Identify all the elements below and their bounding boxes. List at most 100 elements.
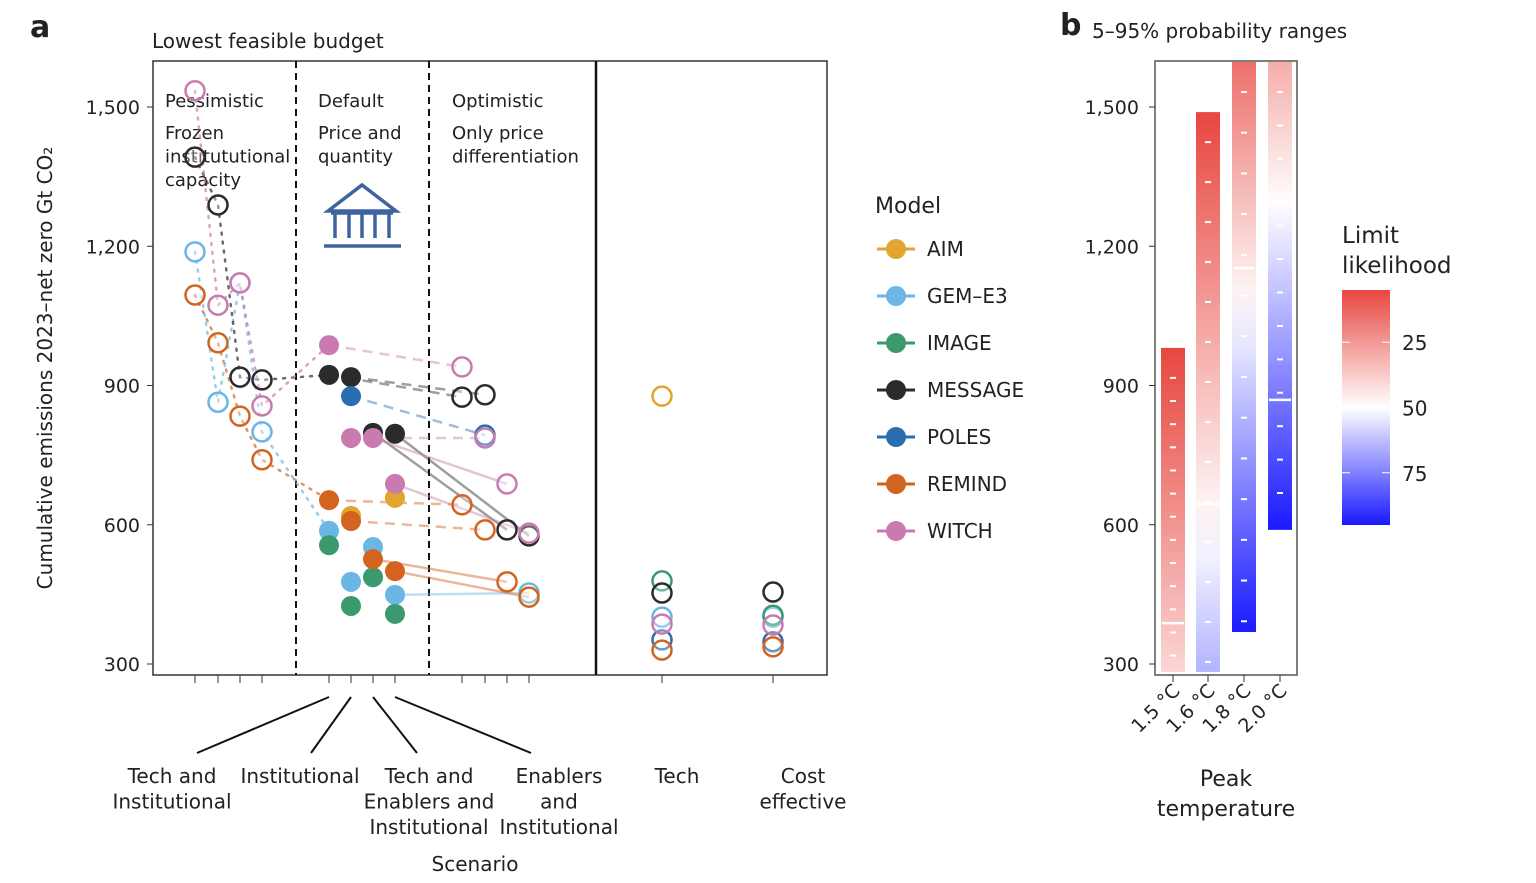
y-tick-label: 600 xyxy=(1103,515,1139,537)
point-pessimistic-GEM–E3 xyxy=(207,391,229,413)
group-subtitle: Price and xyxy=(318,123,402,144)
point-pessimistic-MESSAGE xyxy=(251,369,273,391)
colorbar-tick-label: 75 xyxy=(1402,462,1427,486)
legend-item-AIM: AIM xyxy=(877,237,964,261)
y-tick-label: 300 xyxy=(1103,654,1139,676)
y-axis-title-a: Cumulative emissions 2023–net zero Gt CO… xyxy=(33,147,57,590)
plot-frame-a xyxy=(152,60,828,676)
plot-frame-b xyxy=(1154,60,1298,676)
colorbar-tick-label: 50 xyxy=(1402,397,1427,421)
panel-b-label: b xyxy=(1060,8,1081,43)
point-default-MESSAGE xyxy=(341,367,361,388)
scenario-label: Institutional xyxy=(112,790,231,814)
legend-marker xyxy=(886,239,906,259)
point-optimistic-REMIND xyxy=(451,494,473,516)
dashed-line-POLES xyxy=(350,394,486,437)
legend-label: IMAGE xyxy=(927,331,992,355)
point-default-REMIND xyxy=(363,549,383,570)
legend-item-POLES: POLES xyxy=(877,425,991,449)
legend-item-IMAGE: IMAGE xyxy=(877,331,992,355)
scenario-label: Tech and xyxy=(384,764,474,788)
scenario-label: and xyxy=(540,790,578,814)
colorbar-title: Limit xyxy=(1342,223,1399,249)
group-subtitle: differentiation xyxy=(452,147,579,168)
legend-marker xyxy=(886,474,906,494)
legend-marker xyxy=(886,286,906,306)
point-tech-REMIND xyxy=(651,639,673,661)
scenario-pointer xyxy=(310,696,352,754)
point-default-WITCH xyxy=(385,473,405,494)
point-optimistic-REMIND xyxy=(496,571,518,593)
dashed-line-WITCH xyxy=(372,436,508,486)
point-default-MESSAGE xyxy=(385,423,405,444)
point-pessimistic-WITCH xyxy=(229,272,251,294)
point-pessimistic-GEM–E3 xyxy=(184,241,206,263)
y-tick-label: 900 xyxy=(1103,376,1139,398)
point-tech-WITCH xyxy=(651,613,673,635)
y-tick-label: 600 xyxy=(104,515,140,537)
point-optimistic-MESSAGE xyxy=(474,384,496,406)
point-pessimistic-REMIND xyxy=(184,284,206,306)
legend-marker xyxy=(886,521,906,541)
scenario-label: Cost xyxy=(781,764,826,788)
y-tick-label: 1,500 xyxy=(86,97,140,119)
x-axis-title-b-line1: Peak xyxy=(1200,767,1252,792)
point-default-IMAGE xyxy=(341,595,361,616)
legend-item-WITCH: WITCH xyxy=(877,519,993,543)
group-subtitle: Frozen xyxy=(165,123,224,144)
institution-building-icon xyxy=(322,182,402,248)
point-pessimistic-WITCH xyxy=(207,294,229,316)
y-tick-label: 1,500 xyxy=(1085,97,1139,119)
dashed-line-REMIND xyxy=(394,569,530,599)
point-default-REMIND xyxy=(319,490,339,511)
point-default-IMAGE xyxy=(363,567,383,588)
x-axis-title-b: temperature xyxy=(1157,797,1295,822)
range-bar-1 xyxy=(1196,112,1220,672)
legend: AIM GEM–E3 IMAGE MESSAGE POLES REMIND WITCH xyxy=(877,237,1024,543)
point-pessimistic-REMIND xyxy=(207,332,229,354)
range-bar-3 xyxy=(1268,62,1292,530)
point-pessimistic-MESSAGE xyxy=(184,146,206,168)
point-default-IMAGE xyxy=(385,603,405,624)
scenario-label: Institutional xyxy=(240,764,359,788)
point-pessimistic-WITCH xyxy=(184,80,206,102)
point-optimistic-WITCH xyxy=(474,427,496,449)
legend-item-GEM–E3: GEM–E3 xyxy=(877,284,1008,308)
scenario-pointer xyxy=(372,696,418,754)
legend-marker xyxy=(886,333,906,353)
point-cost-effective-REMIND xyxy=(762,636,784,658)
colorbar: Limit likelihood 25 50 75 xyxy=(1342,223,1452,525)
dotted-line-GEM–E3 xyxy=(193,250,331,533)
dashed-line-REMIND xyxy=(328,498,463,507)
legend-title: Model xyxy=(875,194,941,219)
legend-item-MESSAGE: MESSAGE xyxy=(877,378,1024,402)
panel-a-label: a xyxy=(30,10,50,45)
point-pessimistic-MESSAGE xyxy=(229,366,251,388)
dotted-line-REMIND xyxy=(193,293,331,502)
scenario-label: Tech xyxy=(654,764,700,788)
dashed-line-WITCH xyxy=(394,482,530,535)
y-tick-label: 900 xyxy=(104,376,140,398)
dashed-line-GEM–E3 xyxy=(394,591,530,597)
plot-a: 1,500 1,200 900 600 300 Pessimistic Frozen inst… xyxy=(86,60,847,839)
point-default-REMIND xyxy=(341,511,361,532)
dashed-line-WITCH xyxy=(328,343,463,369)
group-subtitle: institututional xyxy=(165,147,290,168)
point-default-MESSAGE xyxy=(319,364,339,385)
point-default-WITCH xyxy=(363,427,383,448)
dotted-line-MESSAGE xyxy=(193,155,331,382)
panel-a-title: Lowest feasible budget xyxy=(152,29,384,53)
point-cost-effective-WITCH xyxy=(762,614,784,636)
legend-item-REMIND: REMIND xyxy=(877,472,1007,496)
legend-label: GEM–E3 xyxy=(927,284,1008,308)
y-tick-label: 300 xyxy=(104,654,140,676)
legend-marker xyxy=(886,427,906,447)
point-pessimistic-WITCH xyxy=(251,395,273,417)
scenario-label: effective xyxy=(760,790,847,814)
point-tech-AIM xyxy=(651,385,673,407)
point-pessimistic-REMIND xyxy=(229,405,251,427)
point-cost-effective-MESSAGE xyxy=(762,581,784,603)
dashed-line-MESSAGE xyxy=(350,375,486,397)
point-optimistic-WITCH xyxy=(451,356,473,378)
x-axis-title-a: Scenario xyxy=(432,852,519,876)
